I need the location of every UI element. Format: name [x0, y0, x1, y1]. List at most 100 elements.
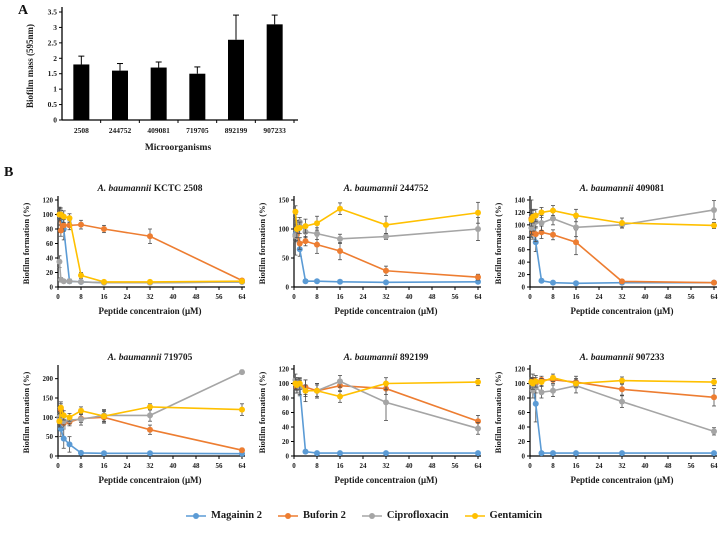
legend-item-ciprofloxacin: Ciprofloxacin: [361, 510, 449, 521]
svg-text:64: 64: [711, 462, 719, 470]
svg-text:892199: 892199: [225, 126, 248, 135]
svg-text:32: 32: [147, 293, 155, 301]
svg-text:8: 8: [79, 293, 83, 301]
legend: Magainin 2 Buforin 2 Ciprofloxacin Gentamic…: [0, 510, 727, 521]
svg-text:20: 20: [518, 438, 526, 446]
svg-text:2: 2: [53, 54, 57, 63]
svg-text:20: 20: [518, 271, 526, 279]
svg-text:0: 0: [50, 453, 54, 461]
svg-text:64: 64: [239, 462, 247, 470]
legend-label: Buforin 2: [303, 510, 346, 521]
bar-chart-biofilm-mass: 0 0.5 1 1.5 2 2.5 3 3.5 2508 244752 409081 719705 89…: [25, 7, 298, 153]
svg-text:244752: 244752: [109, 126, 132, 135]
svg-text:56: 56: [216, 293, 224, 301]
svg-text:0: 0: [56, 293, 60, 301]
svg-text:40: 40: [46, 255, 54, 263]
svg-text:0: 0: [50, 284, 54, 292]
svg-text:Peptide concentraion (μM): Peptide concentraion (μM): [570, 475, 673, 485]
svg-text:A. baumannii KCTC 2508: A. baumannii KCTC 2508: [96, 184, 202, 194]
svg-text:100: 100: [43, 414, 54, 422]
line-chart-719705: A. baumannii 719705 0 50 100 150 200 0 8 16 24 32 4…: [21, 353, 247, 485]
svg-text:16: 16: [573, 462, 581, 470]
svg-text:Biofilm formation (%): Biofilm formation (%): [21, 371, 31, 453]
svg-text:48: 48: [665, 293, 673, 301]
svg-text:60: 60: [46, 240, 54, 248]
svg-text:Biofilm formation (%): Biofilm formation (%): [257, 202, 267, 284]
svg-text:48: 48: [193, 462, 201, 470]
svg-text:8: 8: [551, 293, 555, 301]
svg-text:907233: 907233: [263, 126, 286, 135]
svg-text:2508: 2508: [74, 126, 89, 135]
svg-text:20: 20: [46, 269, 54, 277]
svg-text:48: 48: [429, 293, 437, 301]
svg-text:20: 20: [282, 438, 290, 446]
svg-text:A. baumannii 244752: A. baumannii 244752: [343, 184, 429, 194]
svg-text:80: 80: [518, 395, 526, 403]
svg-text:8: 8: [551, 462, 555, 470]
svg-text:80: 80: [282, 395, 290, 403]
svg-text:16: 16: [573, 293, 581, 301]
svg-text:Biofilm formation (%): Biofilm formation (%): [257, 371, 267, 453]
svg-text:16: 16: [101, 462, 109, 470]
svg-text:Peptide concentraion (μM): Peptide concentraion (μM): [334, 475, 437, 485]
svg-text:60: 60: [518, 409, 526, 417]
line-chart-409081: A. baumannii 409081 0 20 40 60 80 100 120 140 0 8 1…: [493, 184, 718, 316]
svg-text:100: 100: [279, 226, 290, 234]
svg-text:56: 56: [452, 462, 460, 470]
svg-text:56: 56: [452, 293, 460, 301]
svg-text:16: 16: [337, 293, 345, 301]
svg-text:32: 32: [619, 293, 627, 301]
svg-text:40: 40: [170, 293, 178, 301]
svg-text:0: 0: [292, 293, 296, 301]
svg-text:32: 32: [383, 293, 391, 301]
svg-text:150: 150: [279, 197, 290, 205]
svg-text:140: 140: [515, 197, 526, 205]
svg-text:0: 0: [522, 453, 526, 461]
svg-text:56: 56: [688, 462, 696, 470]
svg-text:120: 120: [279, 366, 290, 374]
line-chart-244752: A. baumannii 244752 0 50 100 150 0 8 16 24 32 40 48…: [257, 184, 483, 316]
legend-item-buforin-2: Buforin 2: [277, 510, 346, 521]
svg-text:24: 24: [124, 293, 132, 301]
svg-text:32: 32: [383, 462, 391, 470]
svg-text:64: 64: [475, 293, 483, 301]
svg-text:A. baumannii 719705: A. baumannii 719705: [107, 353, 193, 363]
svg-text:2.5: 2.5: [48, 38, 58, 47]
line-chart-kctc-2508: A. baumannii KCTC 2508 0 20 40 60 80 100 120 0 8 1…: [21, 184, 247, 316]
svg-text:40: 40: [170, 462, 178, 470]
svg-text:100: 100: [515, 380, 526, 388]
svg-text:24: 24: [360, 293, 368, 301]
legend-label: Gentamicin: [489, 510, 543, 521]
legend-item-gentamicin: Gentamicin: [464, 510, 543, 521]
svg-text:0: 0: [53, 116, 57, 125]
svg-text:0: 0: [292, 462, 296, 470]
legend-label: Ciprofloxacin: [386, 510, 449, 521]
svg-text:0: 0: [286, 453, 290, 461]
svg-text:16: 16: [337, 462, 345, 470]
svg-text:32: 32: [619, 462, 627, 470]
svg-text:0: 0: [528, 462, 532, 470]
legend-label: Magainin 2: [210, 510, 262, 521]
svg-text:16: 16: [101, 293, 109, 301]
svg-text:40: 40: [282, 424, 290, 432]
svg-text:Peptide concentraion (μM): Peptide concentraion (μM): [570, 306, 673, 316]
svg-text:40: 40: [642, 293, 650, 301]
svg-text:48: 48: [193, 293, 201, 301]
svg-text:24: 24: [360, 462, 368, 470]
svg-text:100: 100: [43, 211, 54, 219]
svg-text:Biofilm formation (%): Biofilm formation (%): [21, 202, 31, 284]
svg-text:Biofilm formation (%): Biofilm formation (%): [493, 202, 503, 284]
svg-text:Biofilm mass (595nm): Biofilm mass (595nm): [25, 24, 35, 108]
svg-text:A. baumannii 409081: A. baumannii 409081: [579, 184, 665, 194]
svg-text:Peptide concentraion (μM): Peptide concentraion (μM): [334, 306, 437, 316]
svg-text:40: 40: [642, 462, 650, 470]
svg-text:24: 24: [596, 462, 604, 470]
svg-text:56: 56: [688, 293, 696, 301]
svg-text:100: 100: [515, 221, 526, 229]
svg-text:A. baumannii 892199: A. baumannii 892199: [343, 353, 429, 363]
svg-text:3.5: 3.5: [48, 8, 58, 17]
svg-text:A. baumannii 907233: A. baumannii 907233: [579, 353, 665, 363]
legend-item-magainin-2: Magainin 2: [185, 510, 262, 521]
svg-text:64: 64: [239, 293, 247, 301]
